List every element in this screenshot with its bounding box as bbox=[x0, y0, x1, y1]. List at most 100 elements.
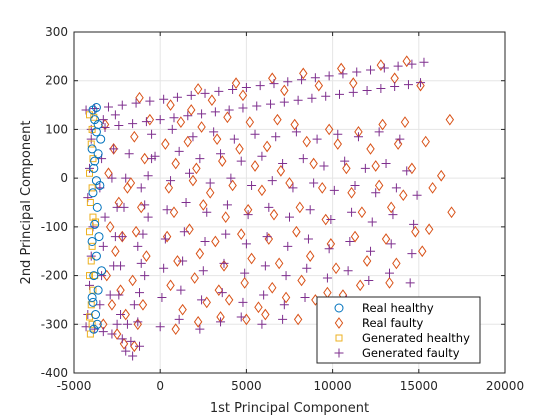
data-point bbox=[261, 308, 270, 321]
data-point bbox=[190, 272, 199, 284]
data-point bbox=[121, 308, 130, 321]
data-point bbox=[169, 206, 179, 219]
data-point bbox=[217, 288, 227, 298]
data-point bbox=[226, 173, 236, 183]
data-point bbox=[109, 261, 119, 271]
data-point bbox=[236, 312, 246, 322]
data-point bbox=[241, 83, 251, 93]
data-point bbox=[314, 79, 324, 92]
x-tick-label: 0 bbox=[156, 379, 164, 393]
data-point bbox=[130, 130, 139, 143]
data-point bbox=[143, 212, 153, 222]
data-point bbox=[445, 113, 455, 126]
data-point bbox=[197, 109, 207, 119]
data-point bbox=[87, 292, 97, 302]
data-point bbox=[172, 92, 182, 102]
data-point bbox=[214, 284, 224, 297]
data-point bbox=[121, 346, 131, 356]
legend-label: Generated healthy bbox=[362, 331, 470, 345]
data-point bbox=[391, 183, 401, 193]
data-point bbox=[266, 99, 276, 109]
data-point bbox=[271, 132, 281, 142]
data-point bbox=[395, 134, 405, 144]
data-point bbox=[140, 200, 150, 210]
data-point bbox=[86, 272, 94, 280]
data-point bbox=[295, 201, 305, 214]
data-point bbox=[376, 84, 386, 94]
data-point bbox=[350, 230, 360, 243]
data-point bbox=[345, 236, 355, 246]
data-point bbox=[155, 115, 165, 125]
data-point bbox=[418, 245, 427, 258]
data-point bbox=[118, 230, 127, 243]
data-point bbox=[88, 188, 98, 198]
legend-marker bbox=[335, 334, 343, 342]
data-point bbox=[300, 292, 310, 302]
data-point bbox=[264, 233, 274, 245]
data-point bbox=[283, 77, 293, 87]
data-point bbox=[197, 295, 207, 305]
data-point bbox=[268, 281, 277, 294]
data-point bbox=[135, 341, 145, 351]
data-point bbox=[92, 218, 100, 226]
y-tick-label: -300 bbox=[41, 317, 68, 331]
data-point bbox=[197, 121, 206, 133]
data-point bbox=[357, 206, 367, 219]
data-point bbox=[112, 202, 122, 212]
data-point bbox=[92, 202, 102, 212]
legend-marker bbox=[334, 317, 344, 329]
data-point bbox=[93, 149, 103, 159]
data-point bbox=[293, 95, 303, 105]
data-point bbox=[250, 160, 260, 172]
data-point bbox=[131, 225, 141, 238]
data-point bbox=[133, 241, 143, 251]
data-point bbox=[133, 318, 143, 331]
data-point bbox=[235, 143, 244, 155]
data-point bbox=[223, 111, 232, 124]
data-point bbox=[310, 73, 320, 83]
data-point bbox=[188, 174, 198, 187]
data-point bbox=[374, 179, 384, 192]
data-point bbox=[183, 111, 193, 121]
data-point bbox=[121, 173, 131, 183]
data-point bbox=[88, 242, 96, 250]
data-point bbox=[350, 180, 360, 190]
data-point bbox=[207, 94, 217, 107]
data-point bbox=[297, 274, 306, 287]
data-point bbox=[259, 290, 269, 300]
data-point bbox=[157, 292, 167, 302]
data-point bbox=[211, 235, 220, 248]
data-point bbox=[109, 143, 118, 155]
data-point bbox=[428, 182, 437, 194]
data-point bbox=[262, 140, 272, 153]
data-point bbox=[174, 146, 184, 156]
data-point bbox=[386, 239, 396, 249]
data-point bbox=[331, 262, 341, 275]
data-point bbox=[107, 298, 117, 311]
data-point bbox=[403, 80, 413, 90]
data-point bbox=[136, 258, 146, 268]
data-point bbox=[393, 61, 403, 71]
data-point bbox=[200, 236, 210, 246]
data-point bbox=[178, 303, 187, 316]
y-tick-label: 300 bbox=[45, 25, 68, 39]
data-point bbox=[364, 275, 374, 285]
legend-label: Real healthy bbox=[362, 301, 434, 315]
data-point bbox=[205, 186, 215, 199]
data-point bbox=[291, 127, 301, 137]
data-point bbox=[90, 219, 100, 229]
data-point bbox=[111, 245, 120, 258]
x-tick-label: 5000 bbox=[231, 379, 262, 393]
data-point bbox=[209, 127, 219, 137]
data-point bbox=[303, 234, 313, 244]
data-point bbox=[374, 127, 384, 137]
data-point bbox=[324, 244, 334, 254]
data-point bbox=[366, 65, 376, 75]
data-point bbox=[221, 229, 231, 239]
data-point bbox=[195, 154, 205, 164]
legend-marker bbox=[334, 348, 344, 358]
data-point bbox=[187, 104, 196, 116]
data-point bbox=[407, 162, 417, 175]
data-point bbox=[447, 206, 456, 219]
data-point bbox=[240, 277, 249, 289]
